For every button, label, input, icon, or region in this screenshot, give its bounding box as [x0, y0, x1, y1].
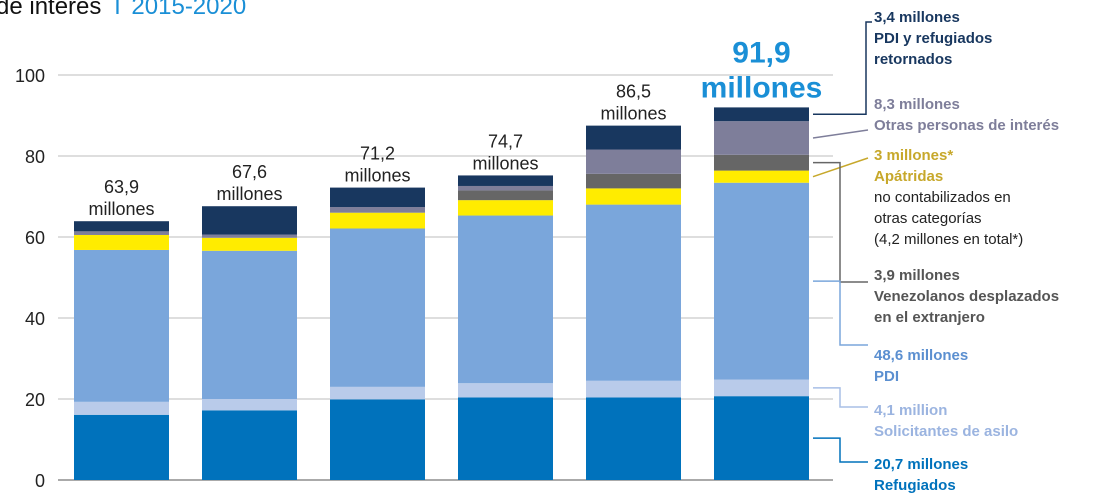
- chart-title-years: 2015-2020: [131, 0, 246, 20]
- bar-segment-asilo: [458, 383, 553, 398]
- annotation-leader-asilo: [813, 387, 868, 408]
- bar-segment-pdi: [202, 250, 297, 399]
- bar-segment-retornados: [458, 175, 553, 186]
- bar-segment-apatridas: [202, 237, 297, 251]
- bar-segment-venezolanos: [458, 190, 553, 201]
- annotation-text-venezolanos: Venezolanos desplazados: [874, 288, 1059, 305]
- bar-segment-otras: [714, 121, 809, 155]
- bar-segment-refugiados: [202, 410, 297, 480]
- y-axis-ticks: 0 20 40 60 80 100: [15, 66, 45, 491]
- series-annotations: 3,4 millones PDI y refugiados retornados 8,…: [812, 9, 1059, 494]
- bar-segment-pdi: [714, 182, 809, 380]
- annotation-text-otras: Otras personas de interés: [874, 117, 1059, 134]
- y-tick-label: 40: [25, 309, 45, 329]
- annotation-text-retornados: 3,4 millones: [874, 9, 960, 26]
- bar-segment-asilo: [586, 380, 681, 398]
- y-tick-label: 20: [25, 390, 45, 410]
- annotation-leader-refugiados: [813, 437, 868, 463]
- chart-title-prefix: de interés: [0, 0, 101, 20]
- chart-title: de interés I 2015-2020: [0, 0, 246, 20]
- bar-segment-asilo: [330, 386, 425, 400]
- total-value-label: 74,7: [488, 131, 523, 151]
- bar-segment-retornados: [586, 125, 681, 150]
- total-unit-label: millones: [600, 104, 666, 124]
- annotation-leader-otras: [812, 129, 869, 139]
- total-labels: 63,9millones67,6millones71,2millones74,7…: [88, 36, 822, 219]
- bar-segment-refugiados: [74, 414, 169, 480]
- annotation-text-apatridas: (4,2 millones en total*): [874, 231, 1023, 248]
- annotation-text-venezolanos: en el extranjero: [874, 309, 985, 326]
- bar-segment-asilo: [202, 399, 297, 411]
- total-value-label: 67,6: [232, 162, 267, 182]
- total-unit-label: millones: [472, 153, 538, 173]
- bars: [74, 107, 809, 480]
- bar-segment-refugiados: [714, 396, 809, 480]
- annotation-text-asilo: 4,1 million: [874, 402, 947, 419]
- total-unit-label: millones: [344, 166, 410, 186]
- bar-segment-retornados: [330, 187, 425, 208]
- bar-segment-otras: [74, 231, 169, 235]
- gridlines: [58, 74, 833, 481]
- bar-segment-apatridas: [586, 188, 681, 205]
- bar-segment-apatridas: [714, 170, 809, 183]
- bar-segment-refugiados: [458, 397, 553, 480]
- bar-segment-venezolanos: [714, 154, 809, 171]
- annotation-leader-pdi: [813, 280, 868, 346]
- annotation-text-apatridas: 3 millones*: [874, 147, 953, 164]
- bar-segment-pdi: [458, 215, 553, 384]
- annotation-text-pdi: 48,6 millones: [874, 347, 968, 364]
- annotation-leader-venezolanos: [813, 161, 868, 283]
- total-unit-label: millones: [216, 184, 282, 204]
- total-value-label: 71,2: [360, 144, 395, 164]
- annotation-text-apatridas: Apátridas: [874, 168, 943, 185]
- annotation-text-retornados: PDI y refugiados: [874, 30, 992, 47]
- annotation-text-venezolanos: 3,9 millones: [874, 267, 960, 284]
- bar-segment-retornados: [714, 107, 809, 122]
- total-value-label: 63,9: [104, 177, 139, 197]
- bar-segment-pdi: [74, 249, 169, 402]
- bar-segment-apatridas: [330, 212, 425, 229]
- annotation-text-apatridas: otras categorías: [874, 210, 982, 227]
- total-value-label: 91,9: [732, 36, 790, 69]
- total-unit-label: millones: [88, 199, 154, 219]
- bar-segment-otras: [202, 234, 297, 238]
- bar-segment-otras: [330, 207, 425, 213]
- bar-segment-otras: [458, 185, 553, 191]
- y-tick-label: 60: [25, 228, 45, 248]
- total-value-label: 86,5: [616, 82, 651, 102]
- bar-segment-apatridas: [458, 200, 553, 216]
- bar-segment-refugiados: [586, 397, 681, 480]
- annotation-text-pdi: PDI: [874, 368, 899, 385]
- bar-segment-refugiados: [330, 399, 425, 480]
- bar-segment-pdi: [586, 204, 681, 381]
- bar-segment-pdi: [330, 228, 425, 387]
- bar-segment-retornados: [202, 206, 297, 235]
- annotation-text-retornados: retornados: [874, 51, 952, 68]
- annotation-text-otras: 8,3 millones: [874, 96, 960, 113]
- bar-segment-retornados: [74, 221, 169, 232]
- bar-segment-apatridas: [74, 234, 169, 250]
- annotation-leader-retornados: [813, 21, 872, 116]
- annotation-text-apatridas: no contabilizados en: [874, 189, 1011, 206]
- annotation-text-asilo: Solicitantes de asilo: [874, 423, 1018, 440]
- total-unit-label: millones: [701, 71, 823, 104]
- chart-title-separator: I: [114, 0, 121, 20]
- y-tick-label: 100: [15, 66, 45, 86]
- bar-segment-otras: [586, 149, 681, 174]
- y-tick-label: 80: [25, 147, 45, 167]
- annotation-text-refugiados: 20,7 millones: [874, 456, 968, 473]
- bar-segment-asilo: [74, 401, 169, 415]
- y-tick-label: 0: [35, 471, 45, 491]
- bar-segment-venezolanos: [586, 173, 681, 189]
- annotation-text-refugiados: Refugiados: [874, 477, 956, 494]
- bar-segment-asilo: [714, 379, 809, 397]
